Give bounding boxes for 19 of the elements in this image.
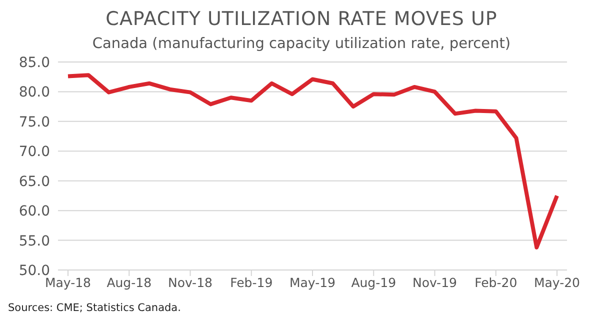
- x-tick-label: Nov-19: [412, 274, 458, 290]
- x-tick-label: Aug-19: [351, 274, 396, 290]
- y-tick-label: 85.0: [18, 54, 50, 71]
- x-tick-label: May-20: [534, 274, 580, 290]
- x-tick-label: Aug-18: [106, 274, 152, 290]
- y-tick-label: 75.0: [18, 114, 50, 130]
- x-tick-label: Feb-19: [230, 274, 273, 290]
- chart-subtitle: Canada (manufacturing capacity utilization rate, percent): [91, 36, 512, 52]
- x-tick-label: Nov-18: [168, 274, 213, 290]
- x-tick-label: May-19: [289, 274, 336, 290]
- y-tick-label: 80.0: [18, 84, 50, 101]
- y-tick-label: 60.0: [18, 204, 50, 220]
- chart-title: CAPACITY UTILIZATION RATE MOVES UP: [104, 8, 498, 30]
- x-tick-label: Feb-20: [474, 274, 518, 290]
- y-tick-label: 55.0: [18, 233, 50, 250]
- y-tick-label: 70.0: [18, 144, 50, 160]
- y-tick-label: 65.0: [18, 174, 50, 190]
- line-series: [66, 73, 559, 250]
- source-note: Sources: CME; Statistics Canada.: [8, 302, 182, 314]
